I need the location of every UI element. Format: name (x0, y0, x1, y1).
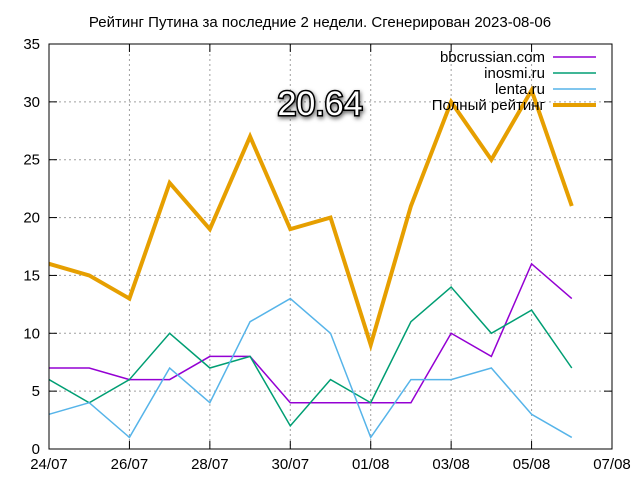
x-tick-label: 03/08 (432, 456, 470, 473)
x-tick-label: 26/07 (111, 456, 149, 473)
x-tick-label: 30/07 (272, 456, 310, 473)
legend-label: Полный рейтинг (432, 97, 546, 114)
x-tick-label: 01/08 (352, 456, 390, 473)
y-tick-label: 25 (23, 152, 40, 169)
legend-label: inosmi.ru (484, 65, 545, 82)
series-line-1 (48, 285, 573, 428)
plot-frame (48, 43, 613, 450)
legend-label: lenta.ru (495, 81, 545, 98)
series-line-3 (48, 85, 574, 352)
legend-label: bbcrussian.com (440, 49, 545, 66)
x-tick-label: 05/08 (513, 456, 551, 473)
y-tick-label: 0 (32, 441, 40, 458)
x-tick-label: 24/07 (30, 456, 68, 473)
x-tick-label: 07/08 (593, 456, 631, 473)
y-tick-label: 5 (32, 383, 40, 400)
y-axis: 0 5 10 15 20 25 30 35 (23, 36, 612, 458)
x-tick-label: 28/07 (191, 456, 229, 473)
y-tick-label: 15 (23, 267, 40, 284)
current-rating-value: 20.64 (277, 85, 362, 123)
y-tick-label: 30 (23, 94, 40, 111)
series-line-2 (48, 297, 573, 440)
chart-title: Рейтинг Путина за последние 2 недели. Сг… (89, 14, 551, 31)
series-lines (48, 85, 574, 440)
x-axis: 24/07 26/07 28/07 30/07 01/08 03/08 05/08 07/08 (30, 44, 631, 473)
y-tick-label: 35 (23, 36, 40, 53)
y-tick-label: 10 (23, 325, 40, 342)
y-tick-label: 20 (23, 210, 40, 227)
